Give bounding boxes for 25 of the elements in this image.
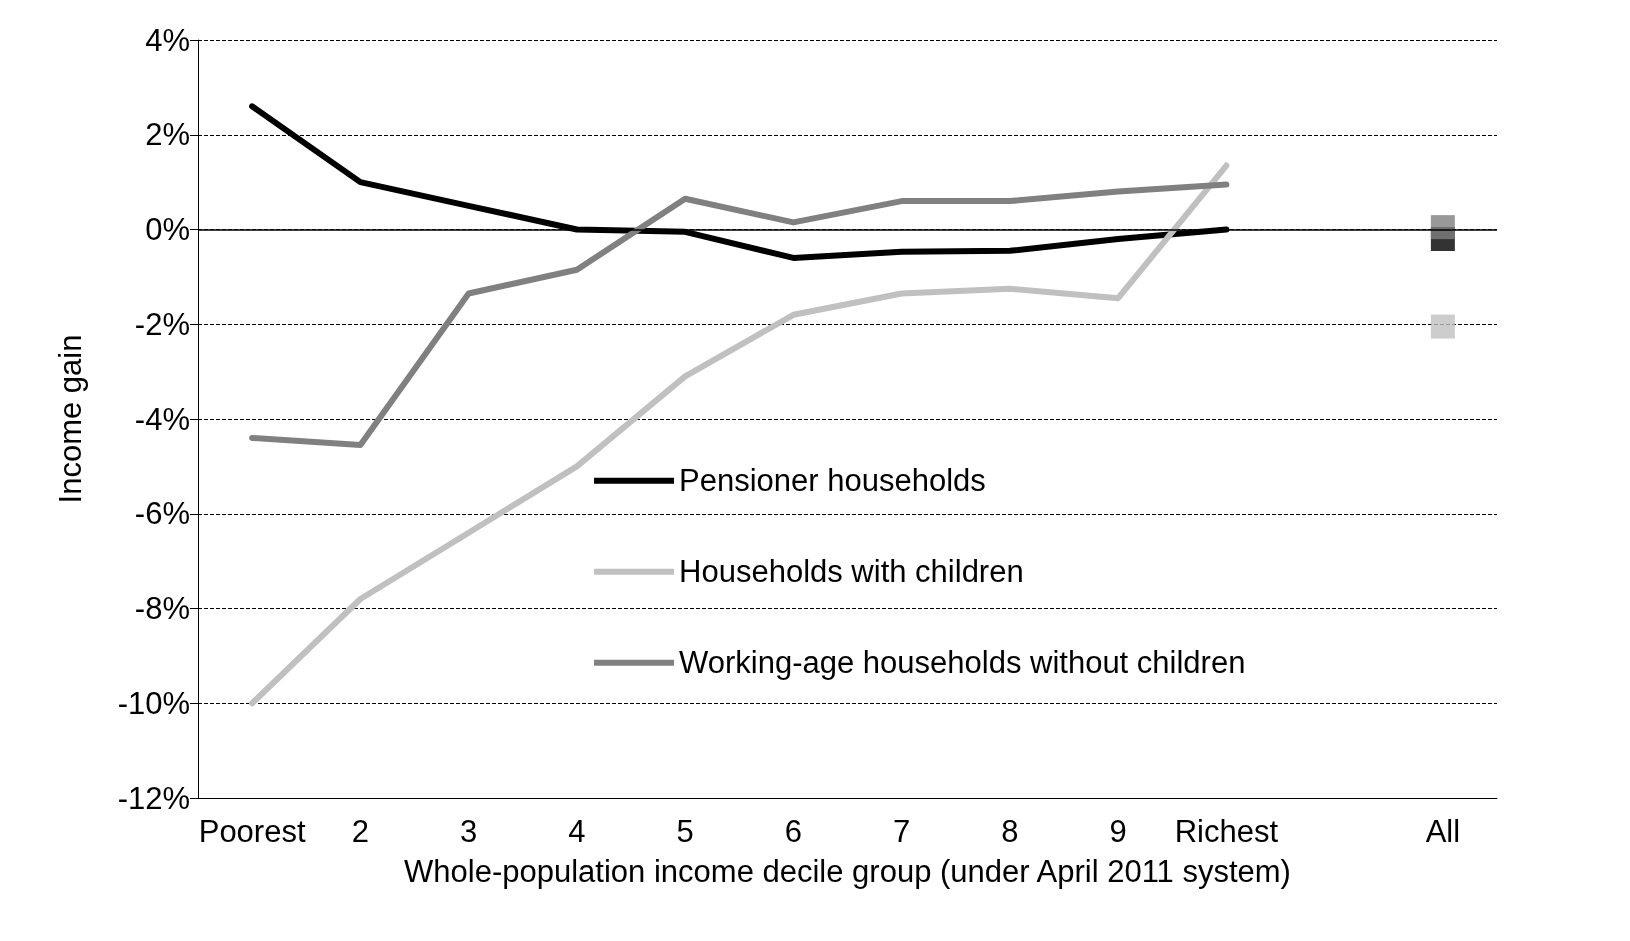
y-tick-label: -6% bbox=[134, 496, 190, 532]
x-tick-label: Poorest bbox=[198, 814, 306, 849]
x-tick-label: 3 bbox=[460, 814, 478, 849]
x-tick-label: 9 bbox=[1109, 814, 1127, 849]
y-tick-label: -2% bbox=[134, 306, 190, 342]
y-axis-title: Income gain bbox=[53, 334, 88, 504]
legend-label: Households with children bbox=[679, 554, 1024, 590]
y-tick-label: 0% bbox=[145, 212, 190, 247]
x-tick-label: 8 bbox=[1001, 814, 1019, 849]
y-tick-label: -12% bbox=[117, 780, 190, 816]
y-tick-label: -4% bbox=[134, 401, 190, 437]
x-axis-title: Whole-population income decile group (under April 2011 system) bbox=[404, 854, 1291, 889]
x-tick-label: 7 bbox=[893, 814, 911, 849]
x-tick-label: Richest bbox=[1174, 814, 1279, 849]
y-tick-label: -8% bbox=[134, 591, 190, 626]
x-tick-label: 4 bbox=[568, 814, 586, 849]
x-tick-label: 6 bbox=[784, 814, 802, 849]
y-tick-label: 2% bbox=[145, 117, 190, 153]
x-tick-label: 5 bbox=[676, 814, 694, 849]
legend-label: Working-age households without children bbox=[679, 645, 1246, 681]
y-tick-label: -10% bbox=[117, 685, 190, 721]
x-tick-label: All bbox=[1425, 814, 1461, 849]
legend-label: Pensioner households bbox=[679, 463, 986, 499]
y-tick-label: 4% bbox=[145, 22, 190, 58]
x-tick-label: 2 bbox=[351, 814, 369, 849]
